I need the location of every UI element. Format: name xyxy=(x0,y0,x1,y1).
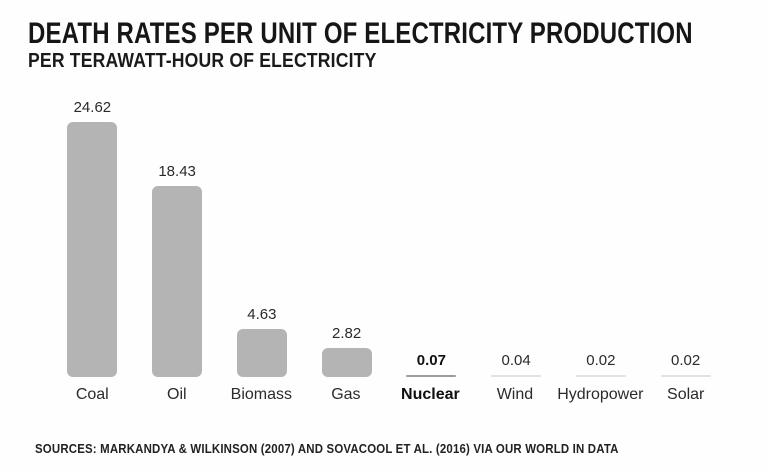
bar-value-label-biomass: 4.63 xyxy=(247,306,277,323)
bar-value-label-hydropower: 0.02 xyxy=(586,352,616,369)
bar-group-solar: 0.02 xyxy=(643,353,728,377)
bar-nuclear xyxy=(406,375,457,377)
category-label-oil: Oil xyxy=(167,386,187,403)
bar-oil xyxy=(152,186,203,377)
bar-solar xyxy=(660,375,711,377)
category-axis: Coal Oil Biomass Gas Nuclear Wind Hydropower So… xyxy=(50,386,728,404)
chart-title: DEATH RATES PER UNIT OF ELECTRICITY PROD… xyxy=(28,17,693,50)
bar-value-label-solar: 0.02 xyxy=(671,352,701,369)
sources-note: SOURCES: MARKANDYA & WILKINSON (2007) AN… xyxy=(35,441,619,456)
bar-value-label-coal: 24.62 xyxy=(73,99,112,116)
bar-wind xyxy=(491,375,542,377)
category-label-hydropower: Hydropower xyxy=(557,386,644,403)
bar-group-wind: 0.04 xyxy=(474,353,559,377)
chart-subtitle: PER TERAWATT-HOUR OF ELECTRICITY xyxy=(28,50,377,72)
bar-value-label-wind: 0.04 xyxy=(501,352,531,369)
bar-group-oil: 18.43 xyxy=(135,164,220,377)
category-label-nuclear: Nuclear xyxy=(401,386,460,403)
bar-gas xyxy=(321,348,372,377)
bar-chart: 24.62 18.43 4.63 2.82 0.07 0.04 0.02 0.02 Coal O… xyxy=(50,90,728,404)
bar-group-hydropower: 0.02 xyxy=(559,353,644,377)
bar-hydropower xyxy=(575,375,626,377)
plot-area: 24.62 18.43 4.63 2.82 0.07 0.04 0.02 0.02 xyxy=(50,90,728,377)
category-label-gas: Gas xyxy=(331,386,361,403)
bar-value-label-nuclear: 0.07 xyxy=(416,352,446,369)
category-label-wind: Wind xyxy=(496,386,534,403)
bar-group-nuclear: 0.07 xyxy=(389,353,474,377)
bar-group-coal: 24.62 xyxy=(50,100,135,377)
bar-group-gas: 2.82 xyxy=(304,326,389,377)
bar-coal xyxy=(67,122,118,377)
bar-group-biomass: 4.63 xyxy=(220,307,305,377)
category-label-biomass: Biomass xyxy=(230,386,292,403)
category-label-coal: Coal xyxy=(75,386,109,403)
bar-value-label-gas: 2.82 xyxy=(332,325,362,342)
bar-biomass xyxy=(236,329,287,377)
category-label-solar: Solar xyxy=(667,386,705,403)
bar-value-label-oil: 18.43 xyxy=(158,163,196,180)
